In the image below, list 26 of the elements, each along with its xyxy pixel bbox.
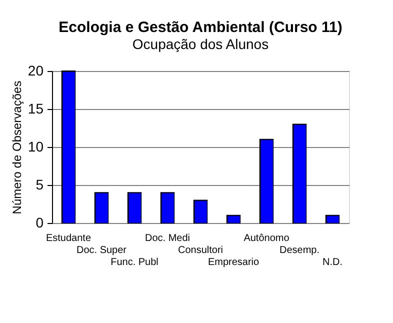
chart-title: Ecologia e Gestão Ambiental (Curso 11) xyxy=(58,19,342,36)
x-tick-label: Doc. Medi xyxy=(144,233,190,244)
x-tick-label: Consultori xyxy=(178,245,224,256)
y-tick-label: 10 xyxy=(28,138,44,154)
x-tick-label: N.D. xyxy=(322,257,342,268)
bar xyxy=(193,200,208,224)
x-tick-label: Func. Publ xyxy=(110,257,158,268)
bar xyxy=(160,192,175,224)
bar xyxy=(325,214,340,224)
chart-subtitle: Ocupação dos Alunos xyxy=(132,36,269,52)
bar xyxy=(226,214,241,224)
y-tick-label: 20 xyxy=(28,62,44,78)
bar xyxy=(259,138,274,224)
y-tick-label: 0 xyxy=(36,214,44,230)
bar xyxy=(94,192,109,224)
bar xyxy=(292,124,307,224)
x-tick-label: Desemp. xyxy=(279,245,320,256)
y-tick-label: 5 xyxy=(36,176,44,192)
x-tick-label: Empresario xyxy=(208,257,260,268)
bar xyxy=(61,70,76,224)
x-tick-label: Estudante xyxy=(46,233,92,244)
y-axis-title: Número de Observações xyxy=(10,80,24,214)
x-tick-label: Autônomo xyxy=(244,233,290,244)
x-tick-label: Doc. Super xyxy=(76,245,128,256)
y-tick-label: 15 xyxy=(28,100,44,116)
bar xyxy=(127,192,142,224)
